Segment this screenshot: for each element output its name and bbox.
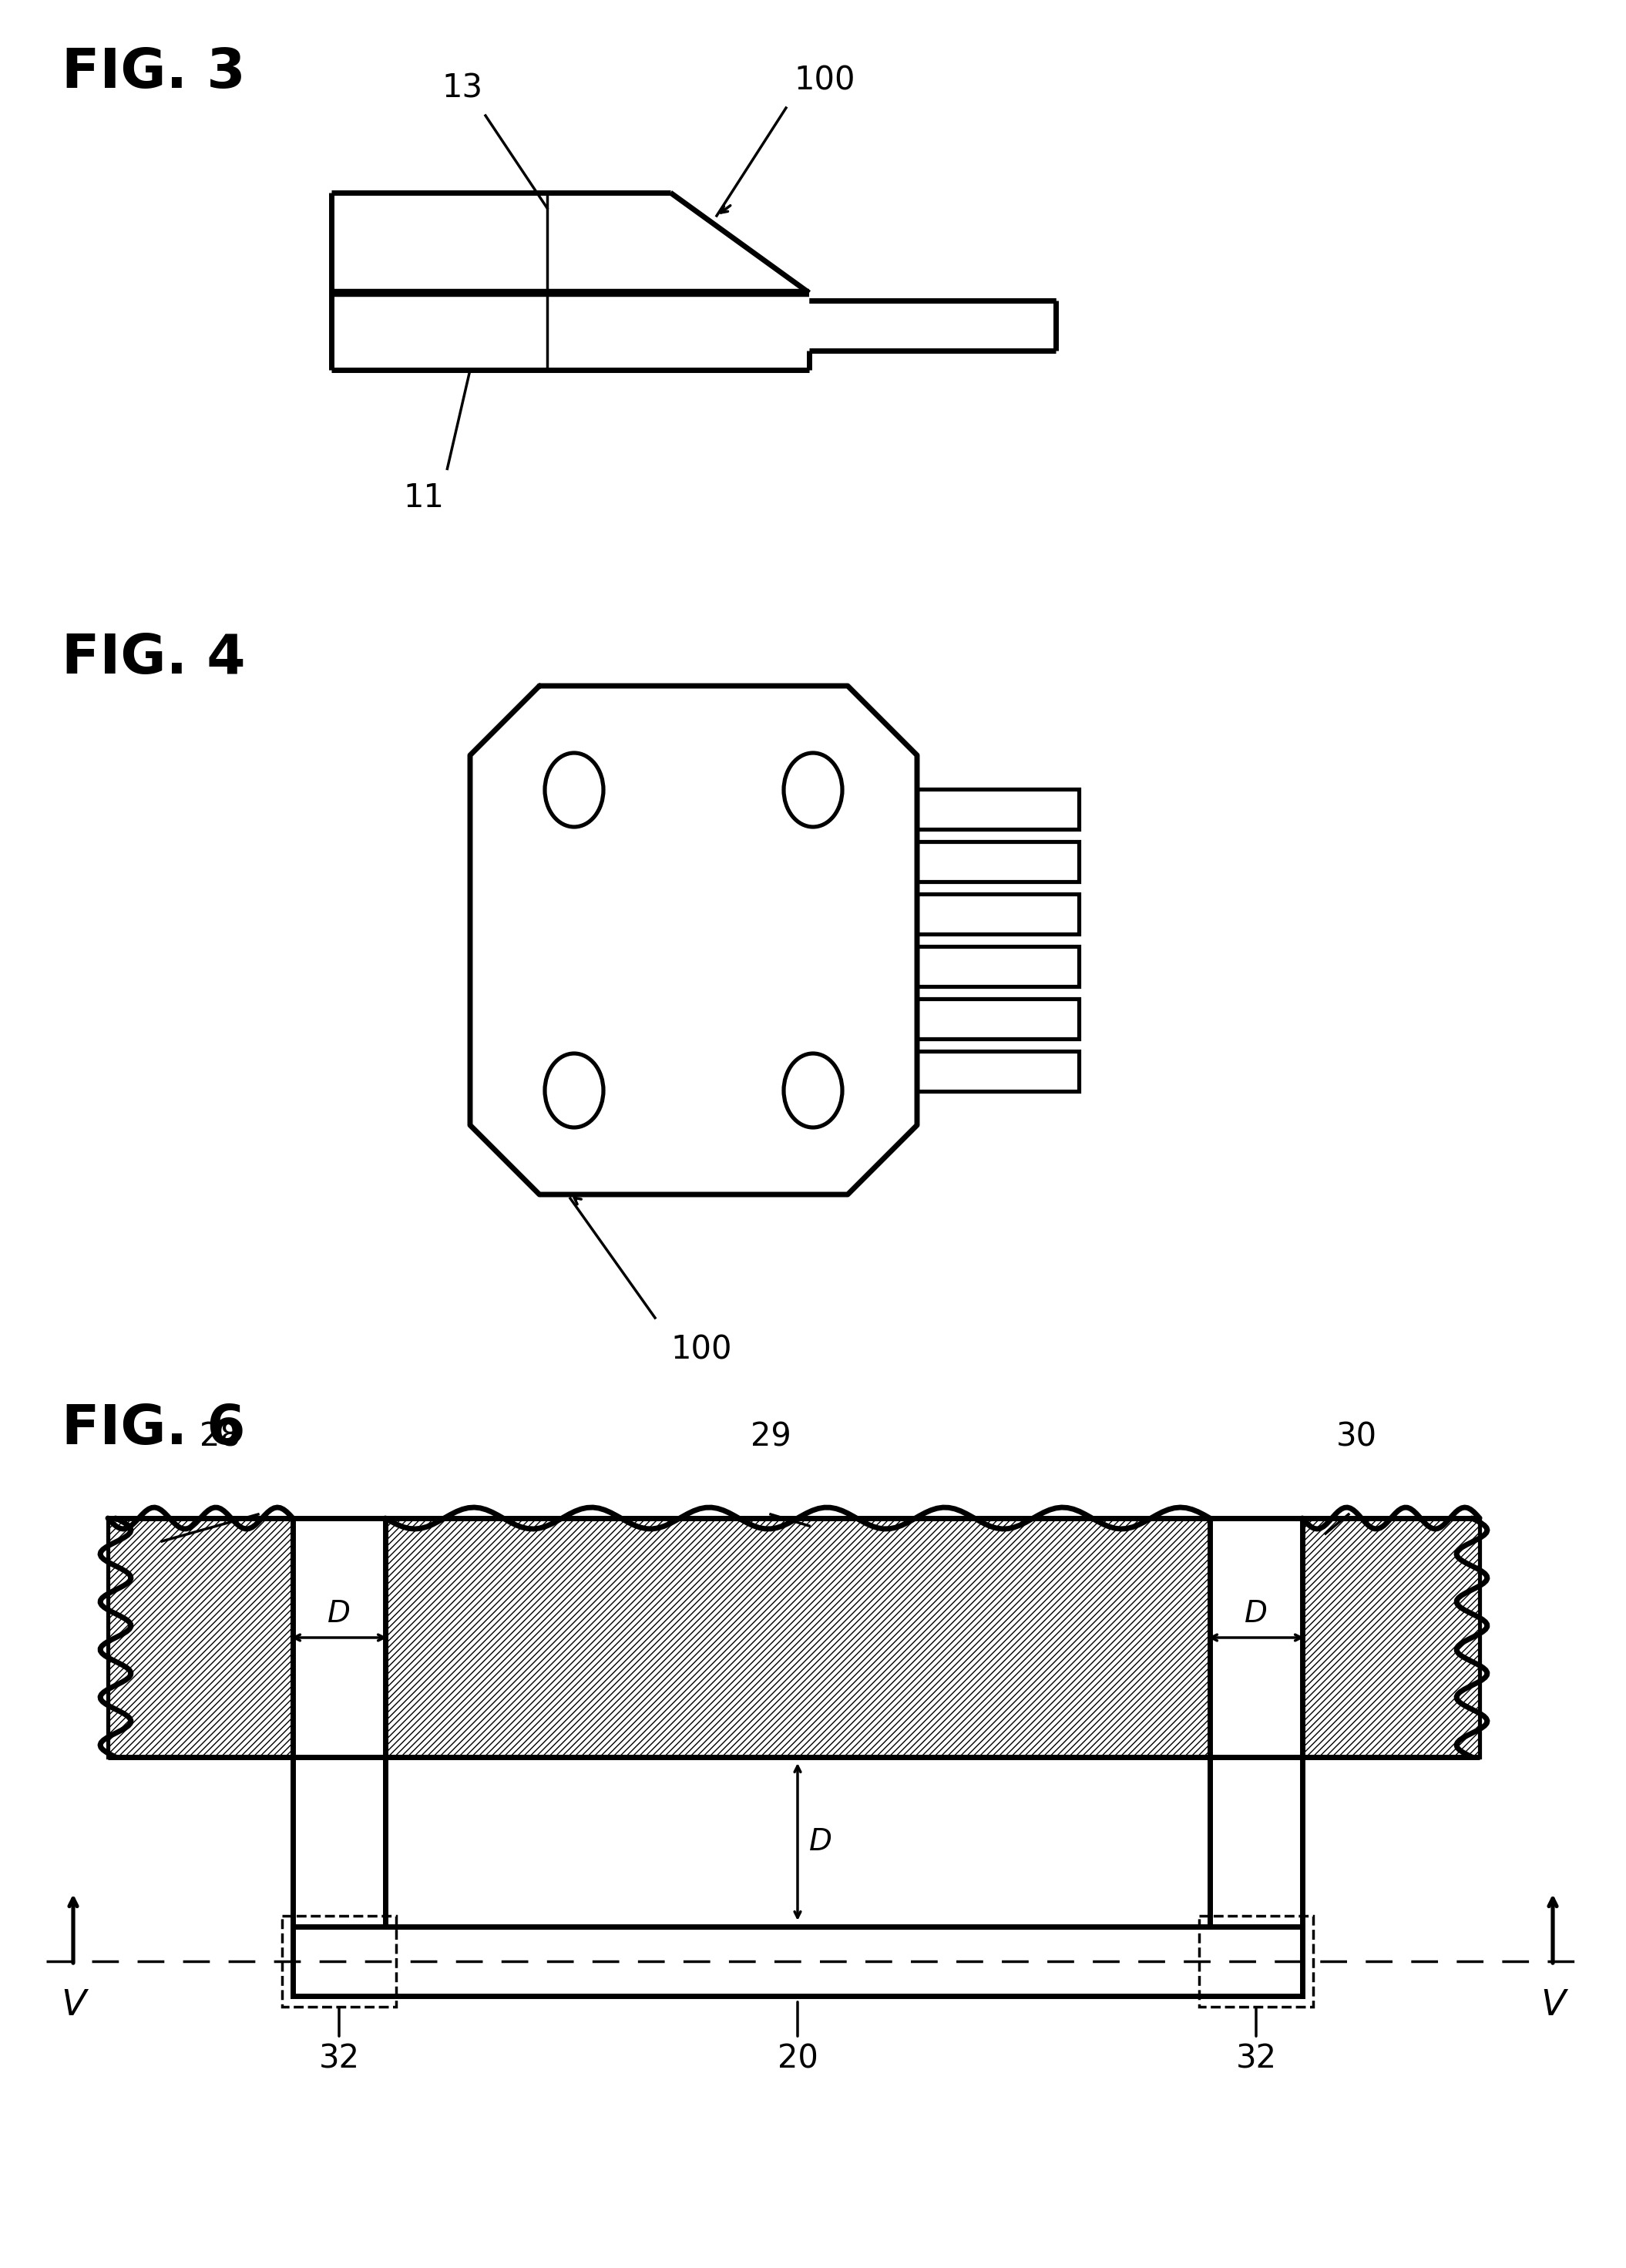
Text: 30: 30: [1337, 1420, 1377, 1454]
Bar: [293, 1758, 385, 1926]
Bar: [385, 1758, 1210, 1926]
Bar: [917, 946, 1080, 987]
Bar: [293, 1517, 385, 1758]
Bar: [917, 1050, 1080, 1091]
Bar: [1210, 1517, 1302, 1758]
Text: 29: 29: [750, 1420, 790, 1454]
Bar: [1302, 1517, 1480, 1758]
Text: 28: 28: [200, 1420, 241, 1454]
Text: FIG. 6: FIG. 6: [62, 1402, 246, 1456]
Bar: [917, 894, 1080, 934]
Text: D: D: [327, 1599, 351, 1628]
Text: 100: 100: [793, 64, 855, 95]
Bar: [1198, 1916, 1314, 2007]
Text: 100: 100: [670, 1334, 732, 1365]
Bar: [917, 789, 1080, 830]
Text: 32: 32: [319, 2041, 359, 2075]
Text: D: D: [1244, 1599, 1268, 1628]
Text: FIG. 3: FIG. 3: [62, 45, 246, 100]
Bar: [107, 1517, 293, 1758]
Text: 11: 11: [403, 481, 444, 515]
Bar: [385, 1517, 1210, 1758]
Bar: [1210, 1758, 1302, 1926]
Bar: [281, 1916, 397, 2007]
Bar: [917, 841, 1080, 882]
Bar: [917, 998, 1080, 1039]
Text: 20: 20: [777, 2041, 818, 2075]
Text: V: V: [1540, 1989, 1566, 2023]
Bar: [293, 1926, 1302, 1996]
Text: D: D: [810, 1828, 833, 1857]
Text: FIG. 4: FIG. 4: [62, 633, 246, 685]
Text: V: V: [60, 1989, 86, 2023]
Text: 32: 32: [1236, 2041, 1276, 2075]
Text: 13: 13: [442, 73, 483, 104]
